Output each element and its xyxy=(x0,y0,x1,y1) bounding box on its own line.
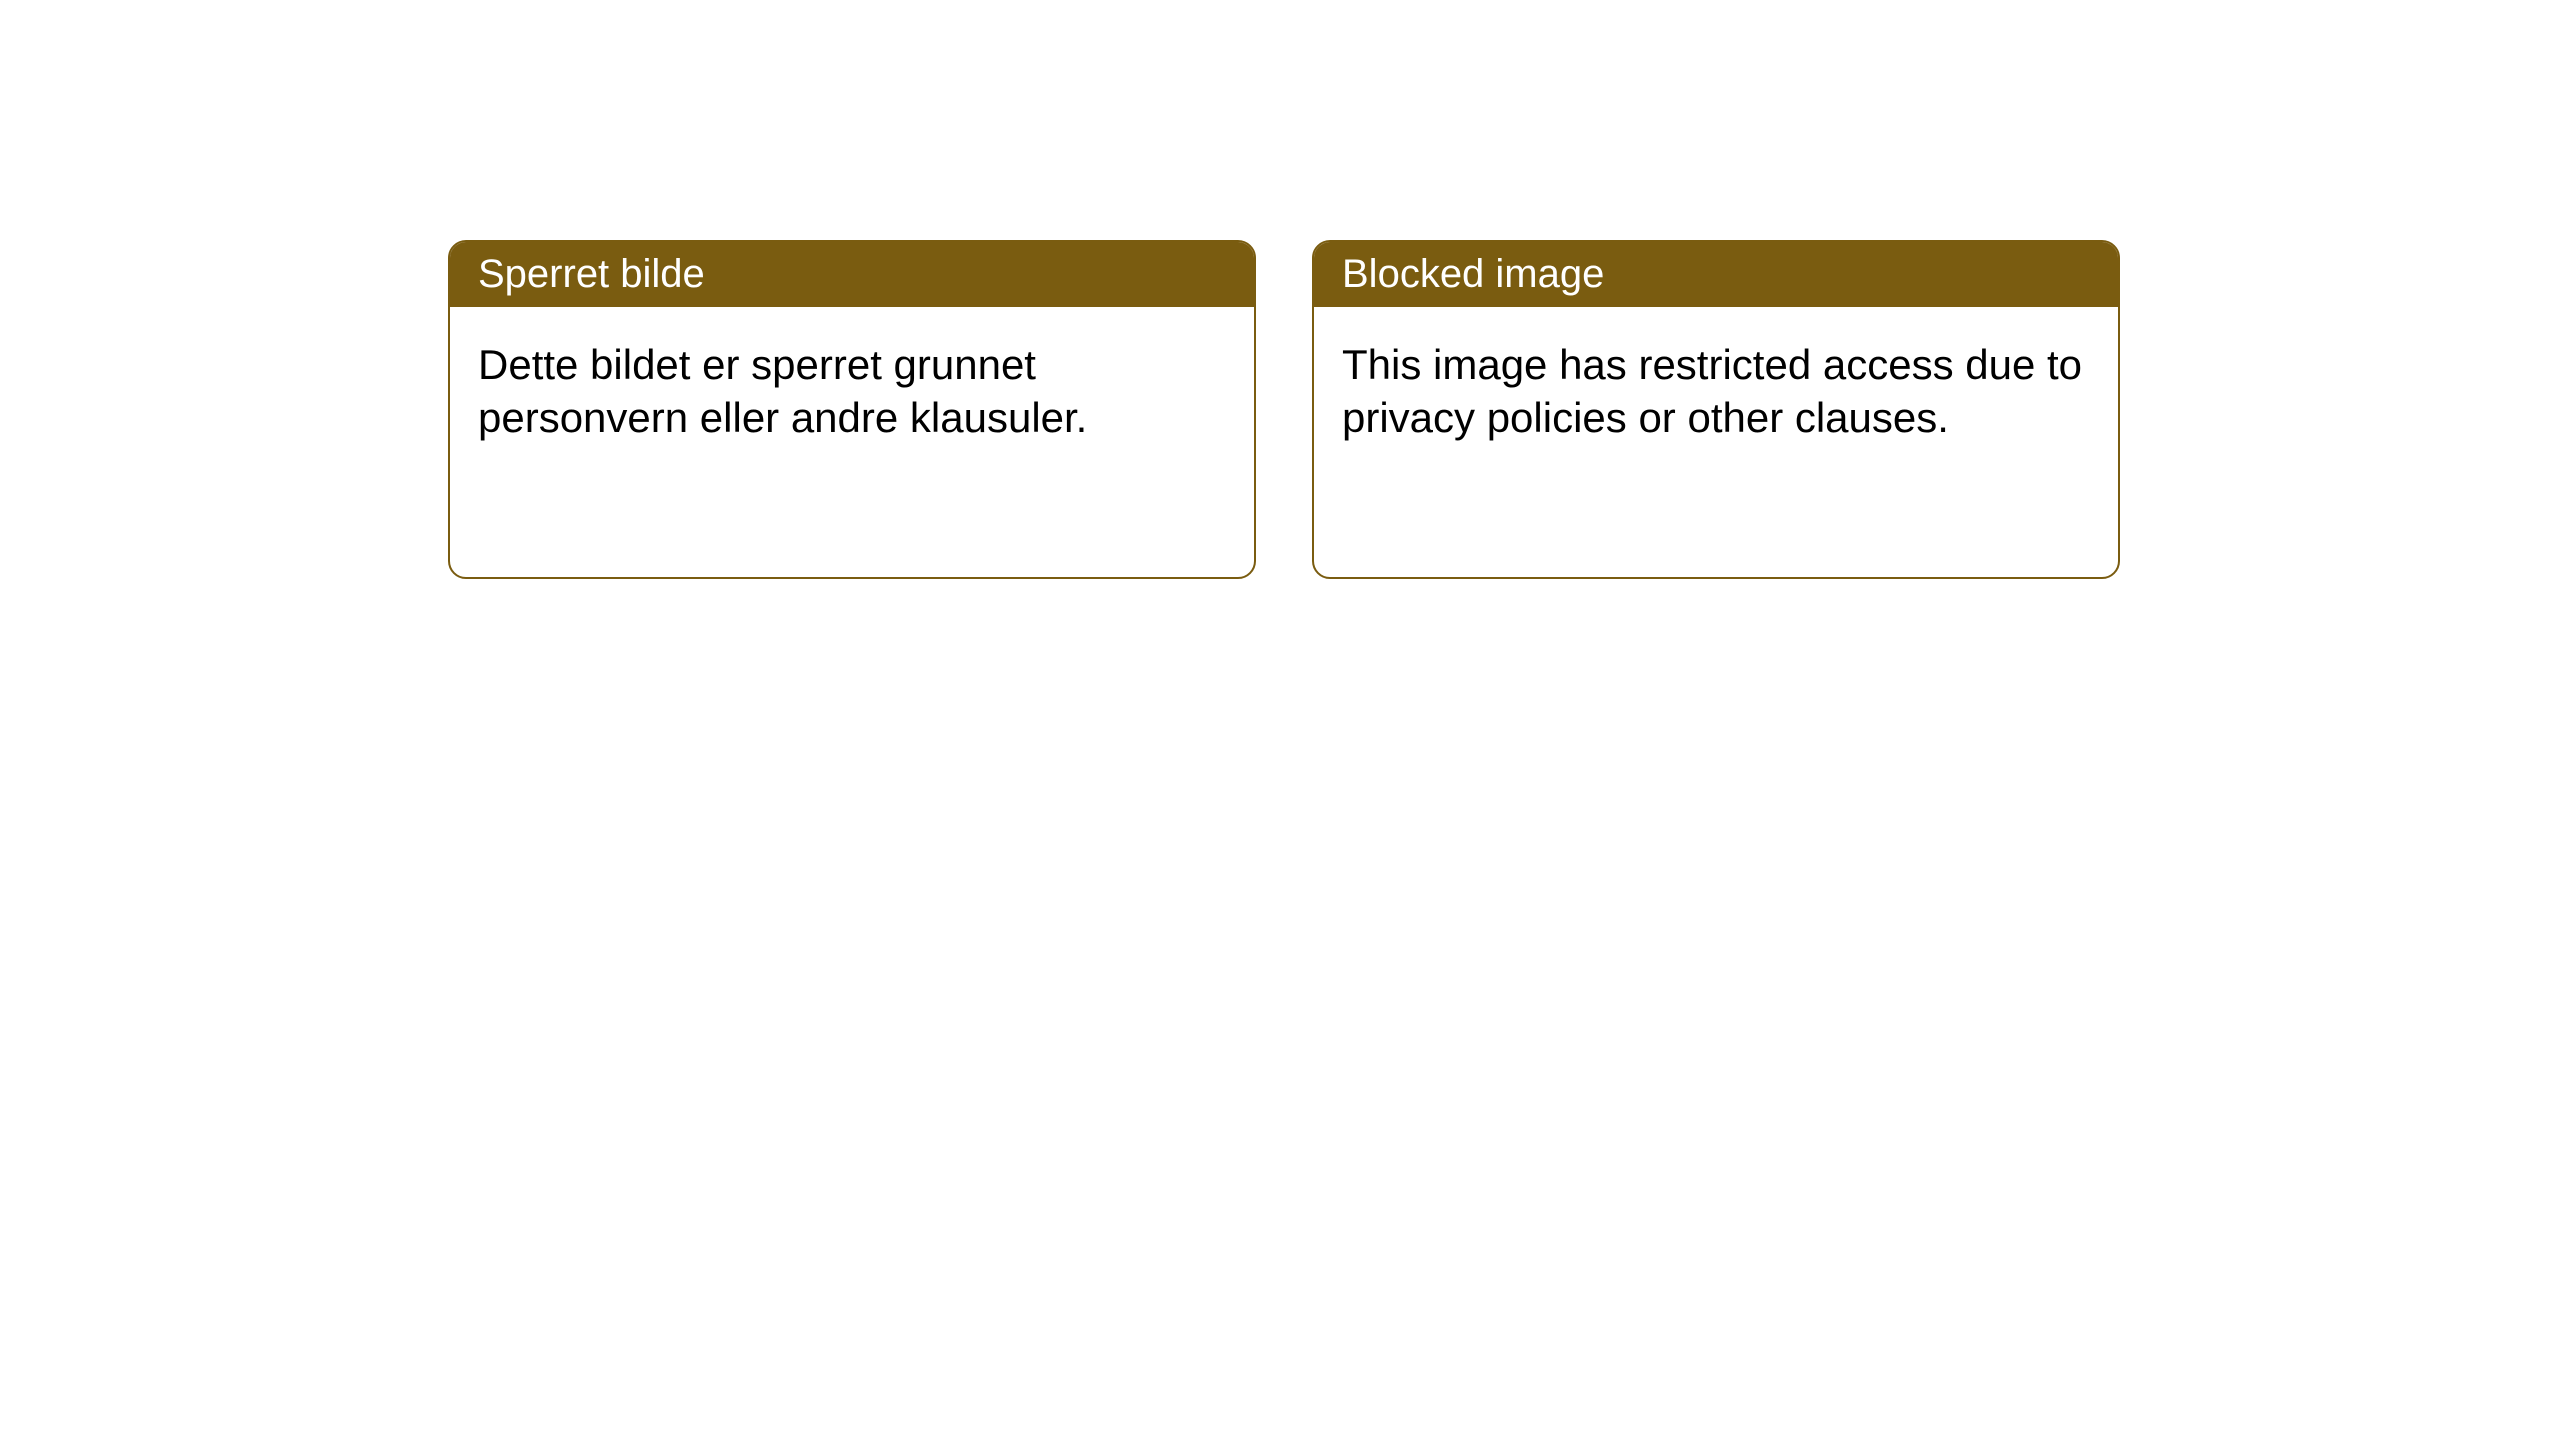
notice-card-body: Dette bildet er sperret grunnet personve… xyxy=(450,307,1254,577)
notice-card-title: Sperret bilde xyxy=(478,252,705,296)
notice-card-text: This image has restricted access due to … xyxy=(1342,341,2082,441)
notice-card-header: Sperret bilde xyxy=(450,242,1254,307)
notice-card-body: This image has restricted access due to … xyxy=(1314,307,2118,577)
notice-card-header: Blocked image xyxy=(1314,242,2118,307)
notice-card-norwegian: Sperret bilde Dette bildet er sperret gr… xyxy=(448,240,1256,579)
notice-card-title: Blocked image xyxy=(1342,252,1604,296)
notice-container: Sperret bilde Dette bildet er sperret gr… xyxy=(448,240,2120,579)
notice-card-english: Blocked image This image has restricted … xyxy=(1312,240,2120,579)
notice-card-text: Dette bildet er sperret grunnet personve… xyxy=(478,341,1087,441)
